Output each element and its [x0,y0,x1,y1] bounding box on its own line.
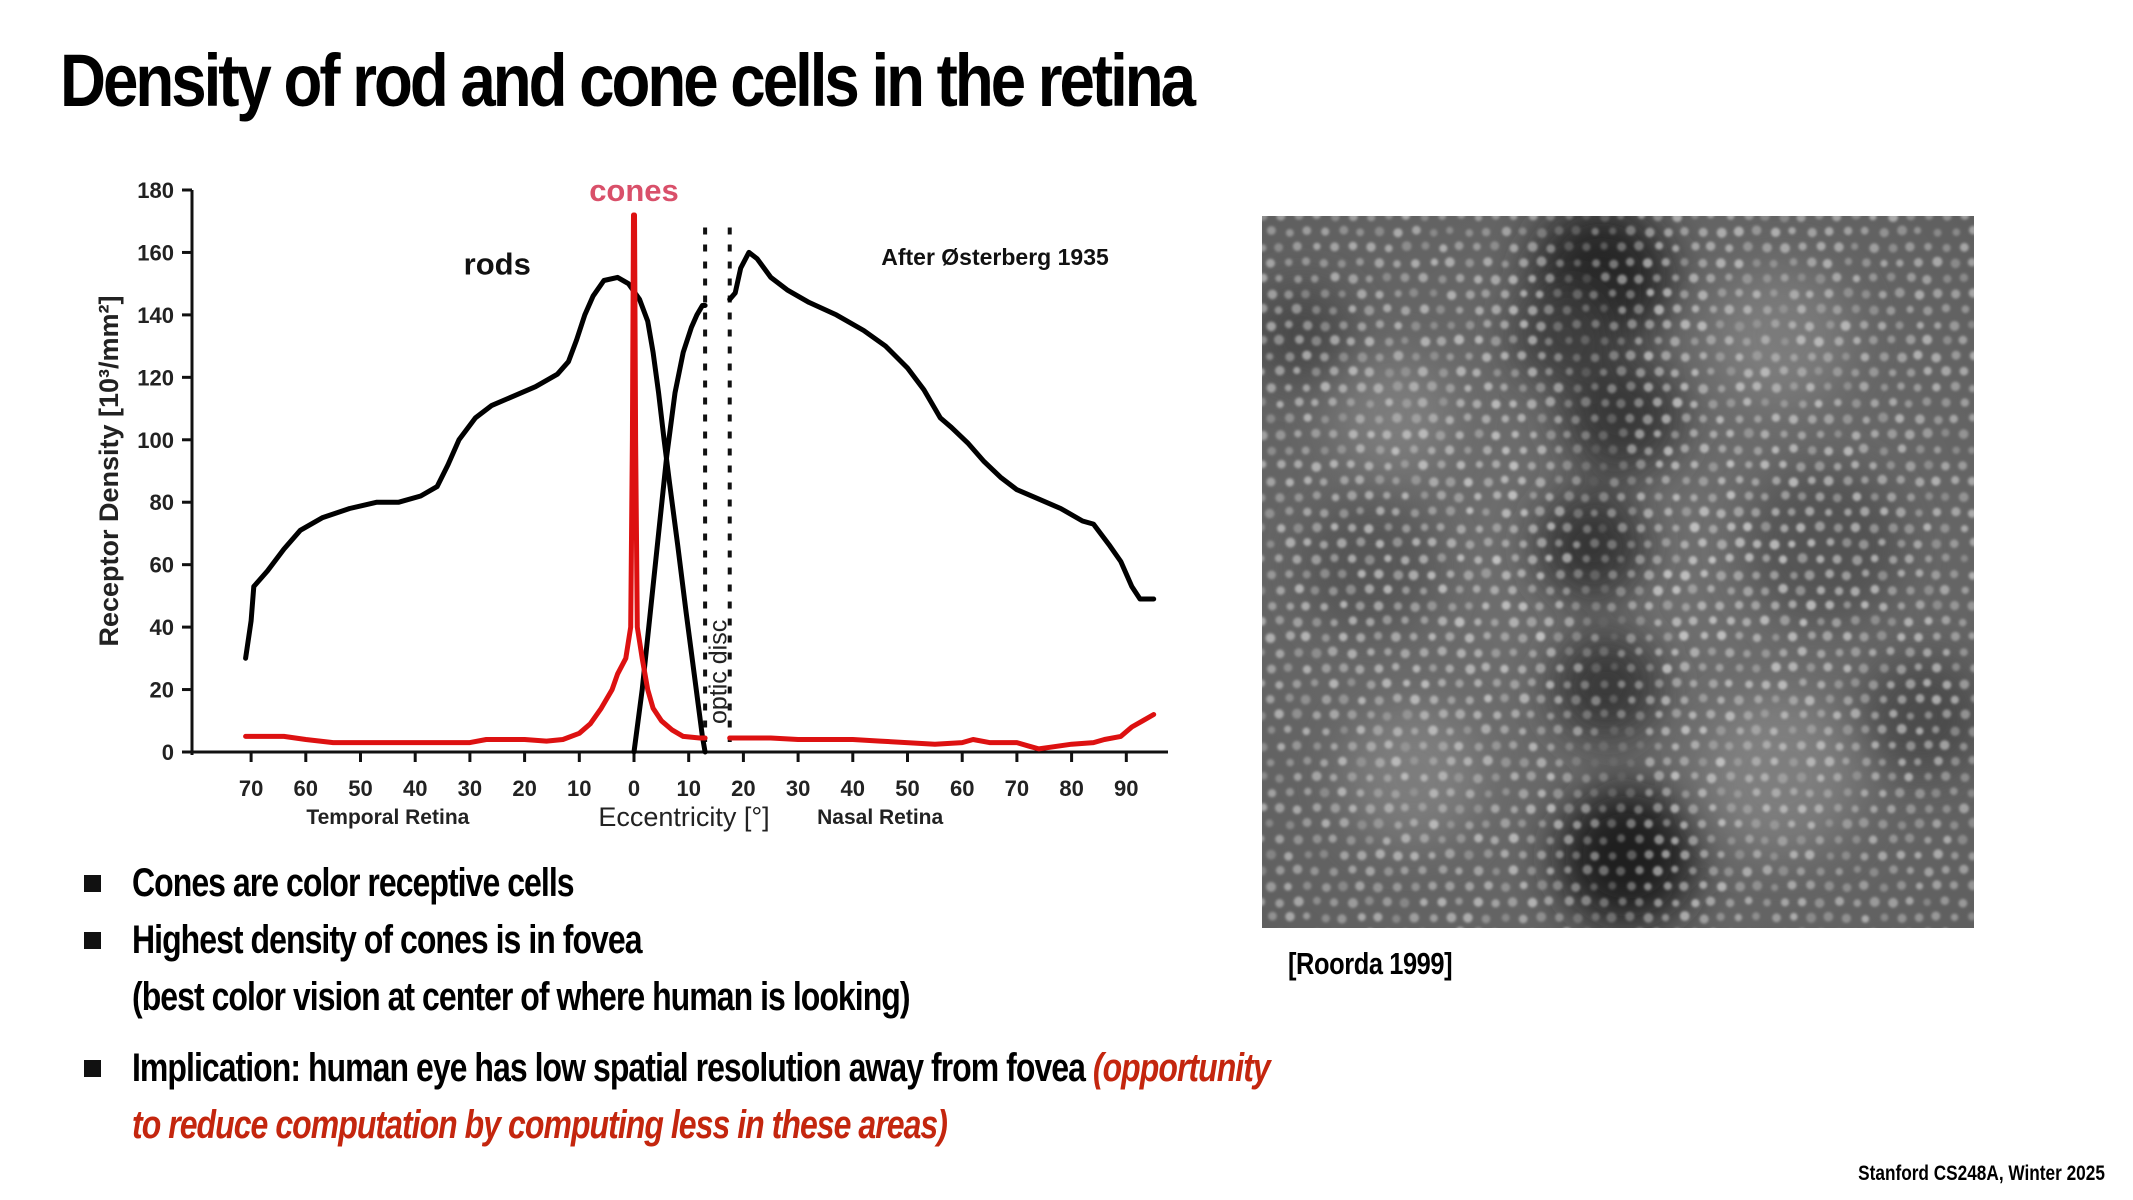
x-tick-label: 30 [786,776,810,801]
bullet-text: (best color vision at center of where hu… [132,975,911,1019]
cones-line [727,712,1157,752]
y-tick-label: 180 [137,178,174,203]
y-tick-label: 60 [150,553,174,578]
x-tick-label: 20 [512,776,536,801]
chart-series [243,212,1157,755]
image-citation: [Roorda 1999] [1288,946,1453,981]
optic-disc-label: optic disc [704,620,732,724]
cones-label: cones [589,173,679,208]
x-tick-label: 20 [731,776,755,801]
bullet-square-icon [84,875,101,892]
cone-mosaic-texture [1262,216,1974,928]
bullet-text: Cones are color receptive cells [132,861,575,905]
temporal-retina-label: Temporal Retina [306,806,469,829]
bullet-continuation: to reduce computation by computing less … [84,1097,1534,1154]
nasal-retina-label: Nasal Retina [817,806,943,829]
slide-title: Density of rod and cone cells in the ret… [60,39,1196,122]
bullet-item: Cones are color receptive cells [84,855,1534,912]
x-tick-label: 40 [403,776,427,801]
y-tick-label: 140 [137,303,174,328]
cone-mosaic-image [1262,216,1974,928]
highlight-text: (opportunity [1092,1046,1271,1090]
y-tick-label: 160 [137,240,174,265]
x-tick-label: 50 [348,776,372,801]
x-tick-label: 50 [895,776,919,801]
y-tick-label: 100 [137,428,174,453]
x-tick-label: 80 [1059,776,1083,801]
x-axis-title: Eccentricity [°] [598,802,769,832]
y-tick-label: 40 [150,615,174,640]
bullet-text: Highest density of cones is in fovea [132,918,643,962]
bullet-item: Highest density of cones is in fovea [84,912,1534,969]
highlight-text: to reduce computation by computing less … [132,1103,948,1147]
x-tick-label: 10 [676,776,700,801]
x-tick-label: 90 [1114,776,1138,801]
course-footer: Stanford CS248A, Winter 2025 [1858,1162,2105,1185]
bullet-square-icon [84,1060,101,1077]
y-tick-label: 80 [150,490,174,515]
x-tick-label: 10 [567,776,591,801]
x-tick-label: 0 [628,776,640,801]
x-tick-label: 30 [458,776,482,801]
y-tick-label: 120 [137,365,174,390]
cones-line [243,212,708,746]
rods-line [727,249,1157,602]
bullet-text: Implication: human eye has low spatial r… [132,1046,1093,1090]
bullet-list: Cones are color receptive cells Highest … [84,855,1534,1154]
x-tick-label: 60 [950,776,974,801]
source-annotation: After Østerberg 1935 [881,244,1109,270]
x-tick-label: 60 [294,776,318,801]
rods-line [631,303,708,755]
bullet-square-icon [84,932,101,949]
bullet-item: Implication: human eye has low spatial r… [84,1040,1534,1097]
chart-labels: rods cones After Østerberg 1935 [464,173,1109,281]
rods-label: rods [464,246,531,281]
x-tick-label: 70 [1005,776,1029,801]
y-tick-label: 20 [150,678,174,703]
x-tick-label: 40 [841,776,865,801]
x-tick-label: 70 [239,776,263,801]
bullet-continuation: (best color vision at center of where hu… [84,969,1534,1026]
rods-line [243,274,708,755]
y-axis-title: Receptor Density [10³/mm²] [94,295,124,646]
optic-disc-marker: optic disc [703,227,732,742]
y-tick-label: 0 [162,740,174,765]
bullet-text-wrap: Implication: human eye has low spatial r… [132,1040,1271,1097]
